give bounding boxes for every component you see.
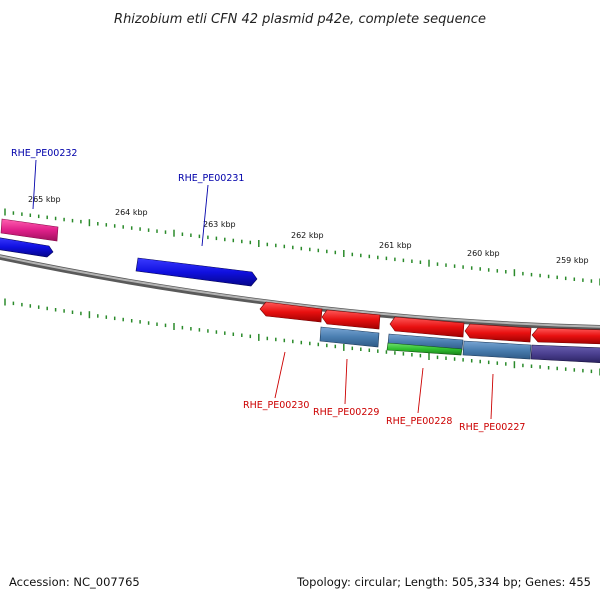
- leader-rhe-pe00227: [490, 373, 494, 420]
- gene-rhe-pe00229[interactable]: [321, 309, 381, 330]
- scale-ticks-upper: [4, 208, 600, 286]
- green-feature[interactable]: [386, 342, 463, 356]
- scale-label-264: 264 kbp: [115, 208, 148, 217]
- backbone-highlight: [0, 255, 600, 328]
- cds-feature-3[interactable]: [462, 340, 532, 360]
- scale-ticks-lower: [4, 298, 600, 376]
- scale-label-263: 263 kbp: [203, 220, 236, 229]
- minus-strand-features: [259, 301, 600, 364]
- scale-label-259: 259 kbp: [556, 256, 589, 265]
- label-rhe-pe00229[interactable]: RHE_PE00229: [313, 407, 379, 418]
- map-title: Rhizobium etli CFN 42 plasmid p42e, comp…: [114, 12, 486, 27]
- label-rhe-pe00227[interactable]: RHE_PE00227: [459, 422, 525, 433]
- leader-rhe-pe00230: [274, 351, 286, 399]
- cds-feature-1[interactable]: [319, 326, 380, 348]
- plus-strand-features: [0, 218, 258, 287]
- gene-rhe-pe00231[interactable]: [135, 257, 258, 287]
- scale-labels: 265 kbp 264 kbp 263 kbp 262 kbp 261 kbp …: [28, 195, 589, 265]
- gene-rhe-pe00230[interactable]: [259, 301, 323, 323]
- leader-rhe-pe00229: [344, 358, 348, 405]
- pink-feature[interactable]: [0, 218, 59, 242]
- gene-rhe-pe00232[interactable]: [0, 237, 54, 258]
- gene-labels: RHE_PE00232 RHE_PE00231 RHE_PE00230 RHE_…: [11, 148, 525, 433]
- leader-rhe-pe00232: [32, 159, 37, 210]
- gene-rhe-pe00228[interactable]: [389, 316, 465, 338]
- label-leaders: [32, 159, 494, 420]
- scale-label-265: 265 kbp: [28, 195, 61, 204]
- label-rhe-pe00231[interactable]: RHE_PE00231: [178, 173, 244, 184]
- purple-feature[interactable]: [530, 344, 600, 364]
- scale-label-261: 261 kbp: [379, 241, 412, 250]
- label-rhe-pe00230[interactable]: RHE_PE00230: [243, 400, 309, 411]
- label-rhe-pe00228[interactable]: RHE_PE00228: [386, 416, 452, 427]
- label-rhe-pe00232[interactable]: RHE_PE00232: [11, 148, 77, 159]
- scale-label-262: 262 kbp: [291, 231, 324, 240]
- summary-text: Topology: circular; Length: 505,334 bp; …: [296, 575, 591, 589]
- gene-partial-right[interactable]: [531, 327, 600, 345]
- leader-rhe-pe00228: [417, 367, 424, 414]
- leader-rhe-pe00231: [201, 184, 209, 247]
- accession-text: Accession: NC_007765: [9, 575, 140, 589]
- gene-rhe-pe00227[interactable]: [464, 323, 532, 343]
- scale-label-260: 260 kbp: [467, 249, 500, 258]
